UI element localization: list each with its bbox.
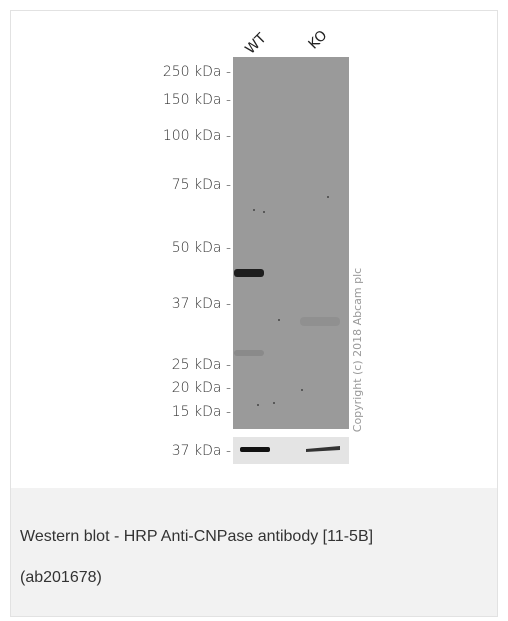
speck xyxy=(257,404,259,406)
marker-label: 20 kDa - xyxy=(172,380,231,396)
marker-label: 25 kDa - xyxy=(172,357,231,373)
marker-label: 75 kDa - xyxy=(172,177,231,193)
marker-label: 37 kDa - xyxy=(172,443,231,459)
band xyxy=(240,447,270,452)
marker-label: 250 kDa - xyxy=(163,64,231,80)
speck xyxy=(273,402,275,404)
marker-label: 15 kDa - xyxy=(172,404,231,420)
band xyxy=(234,350,264,356)
speck xyxy=(278,319,280,321)
copyright: Copyright (c) 2018 Abcam plc xyxy=(351,268,364,432)
marker-label: 37 kDa - xyxy=(172,296,231,312)
blot-membrane xyxy=(233,57,349,429)
marker-label: 100 kDa - xyxy=(163,128,231,144)
caption-line: Western blot - HRP Anti-CNPase antibody … xyxy=(20,528,373,545)
speck xyxy=(263,211,265,213)
caption-line: (ab201678) xyxy=(20,569,102,586)
speck xyxy=(253,209,255,211)
band xyxy=(300,317,340,326)
marker-label: 150 kDa - xyxy=(163,92,231,108)
page: WT KO 250 kDa - 150 kDa - 100 kDa - 75 k… xyxy=(0,0,508,617)
band xyxy=(234,269,264,277)
figure-card: WT KO 250 kDa - 150 kDa - 100 kDa - 75 k… xyxy=(0,0,508,617)
speck xyxy=(327,196,329,198)
caption-background xyxy=(11,488,497,616)
speck xyxy=(301,389,303,391)
marker-label: 50 kDa - xyxy=(172,240,231,256)
